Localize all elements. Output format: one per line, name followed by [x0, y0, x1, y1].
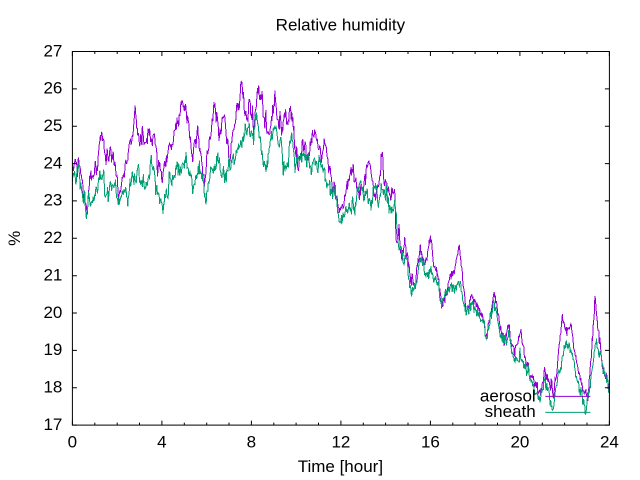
- svg-text:8: 8: [247, 433, 256, 452]
- svg-text:4: 4: [157, 433, 166, 452]
- svg-text:25: 25: [43, 116, 62, 135]
- svg-text:26: 26: [43, 79, 62, 98]
- svg-text:%: %: [5, 231, 24, 246]
- svg-text:27: 27: [43, 41, 62, 60]
- svg-text:21: 21: [43, 266, 62, 285]
- svg-text:24: 24: [600, 433, 619, 452]
- svg-text:12: 12: [331, 433, 350, 452]
- svg-text:18: 18: [43, 378, 62, 397]
- svg-text:Time [hour]: Time [hour]: [298, 457, 383, 476]
- svg-text:24: 24: [43, 153, 62, 172]
- svg-text:19: 19: [43, 340, 62, 359]
- svg-text:20: 20: [510, 433, 529, 452]
- svg-text:23: 23: [43, 191, 62, 210]
- svg-text:16: 16: [421, 433, 440, 452]
- svg-text:Relative humidity: Relative humidity: [276, 16, 406, 35]
- svg-text:17: 17: [43, 415, 62, 434]
- svg-text:aerosol: aerosol: [480, 386, 536, 405]
- svg-text:sheath: sheath: [485, 402, 536, 421]
- svg-text:22: 22: [43, 228, 62, 247]
- svg-text:20: 20: [43, 303, 62, 322]
- svg-text:0: 0: [68, 433, 77, 452]
